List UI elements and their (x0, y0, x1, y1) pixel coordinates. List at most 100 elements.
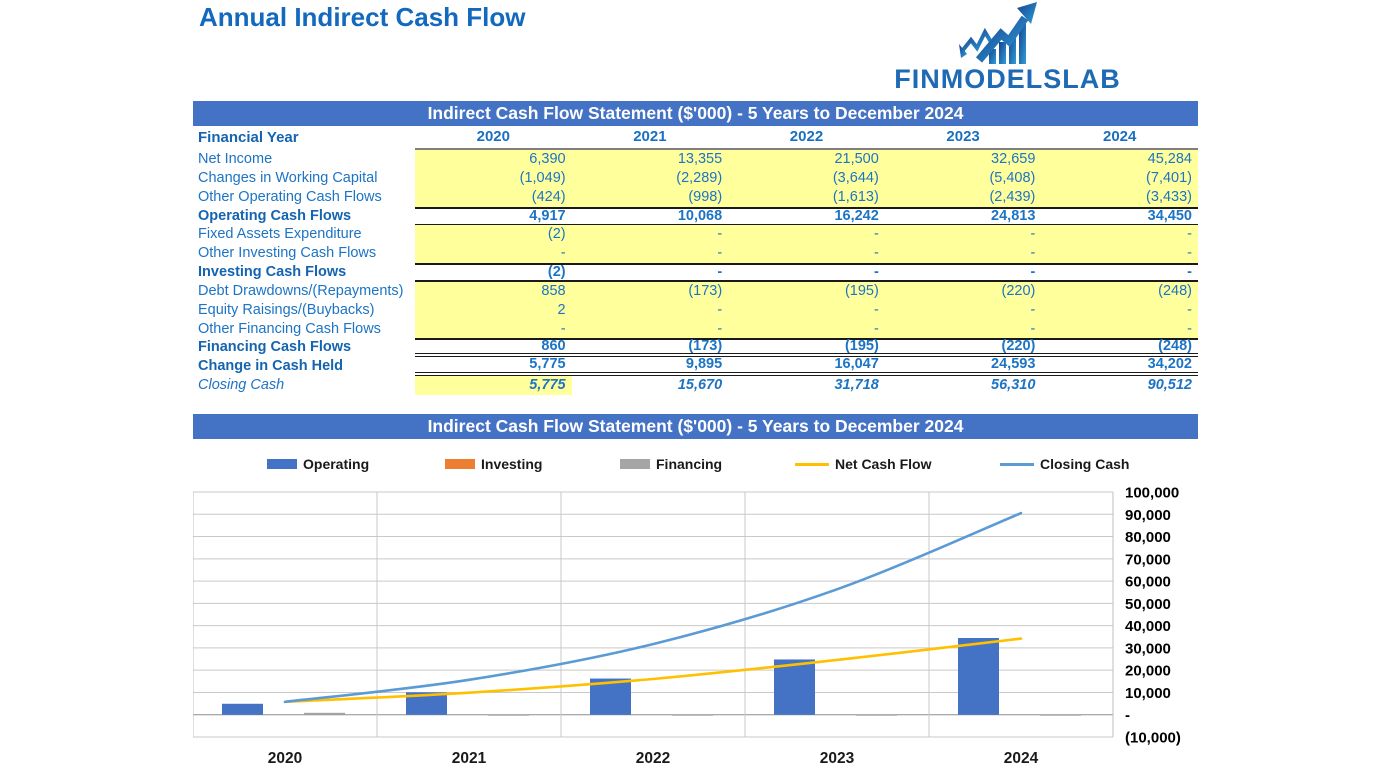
table-cell[interactable]: 858 (415, 281, 572, 301)
table-cell[interactable]: (424) (415, 187, 572, 207)
table-cell[interactable]: 5,775 (415, 376, 572, 395)
table-cell[interactable]: 24,593 (884, 357, 1042, 377)
table-cell[interactable]: - (415, 319, 572, 339)
row-label[interactable]: Changes in Working Capital (198, 169, 378, 186)
y-axis-label: 70,000 (1125, 551, 1171, 568)
table-cell[interactable]: (2) (415, 225, 572, 245)
bar-financing (856, 714, 897, 716)
table-cell[interactable]: 16,047 (728, 357, 885, 377)
table-cell[interactable]: - (571, 263, 729, 283)
table-cell[interactable]: 24,813 (884, 206, 1042, 226)
bar-operating (958, 637, 999, 715)
table-cell[interactable]: - (571, 225, 729, 245)
year-header[interactable]: 2023 (884, 127, 1042, 150)
table-cell[interactable]: - (728, 300, 885, 320)
table-cell[interactable]: 2 (415, 300, 572, 320)
table-cell[interactable]: - (1041, 263, 1198, 283)
line-net-cash-flow (283, 637, 1023, 704)
table-cell[interactable]: (173) (571, 338, 729, 358)
table-row: Equity Raisings/(Buybacks) 2- - - - (193, 300, 1198, 320)
table-cell[interactable]: (220) (884, 338, 1042, 358)
legend-label: Net Cash Flow (835, 456, 932, 472)
table-cell[interactable]: - (728, 225, 885, 245)
table-cell[interactable]: 56,310 (991, 377, 1036, 394)
table-cell[interactable]: (3,644) (728, 168, 885, 188)
table-cell[interactable]: 45,284 (1041, 150, 1198, 169)
table-cell[interactable]: 21,500 (728, 150, 885, 169)
row-label[interactable]: Financing Cash Flows (198, 339, 352, 356)
table-cell[interactable]: (2,439) (884, 187, 1042, 207)
year-header[interactable]: 2022 (728, 127, 885, 150)
table-cell[interactable]: 34,202 (1041, 357, 1198, 377)
table-cell[interactable]: - (571, 300, 729, 320)
table-cell[interactable]: (1,613) (728, 187, 885, 207)
table-cell[interactable]: (1,049) (415, 168, 572, 188)
table-cell[interactable]: (3,433) (1041, 187, 1198, 207)
table-cell[interactable]: 5,775 (415, 357, 572, 377)
table-cell[interactable]: 32,659 (884, 150, 1042, 169)
table-cell[interactable]: - (728, 319, 885, 339)
table-row: Financing Cash Flows 860 (173) (195) (220) (2… (193, 338, 1198, 358)
row-label[interactable]: Investing Cash Flows (198, 264, 347, 281)
table-cell[interactable]: 15,670 (677, 377, 723, 394)
table-cell[interactable]: - (884, 263, 1042, 283)
financial-year-label[interactable]: Financial Year (198, 129, 299, 146)
table-cell[interactable]: 31,718 (834, 377, 879, 394)
table-cell[interactable]: 10,068 (571, 206, 729, 226)
row-label[interactable]: Other Operating Cash Flows (198, 188, 382, 205)
table-row: Investing Cash Flows (2) - - - - (193, 263, 1198, 283)
table-row: Other Investing Cash Flows - - - - - (193, 244, 1198, 264)
table-cell[interactable]: - (884, 300, 1042, 320)
table-cell[interactable]: - (884, 319, 1042, 339)
table-cell[interactable]: (195) (728, 338, 885, 358)
y-axis-label: (10,000) (1125, 730, 1181, 747)
table-cell[interactable]: - (884, 244, 1042, 264)
table-cell[interactable]: - (1041, 300, 1198, 320)
year-header[interactable]: 2021 (571, 127, 729, 150)
row-label[interactable]: Fixed Assets Expenditure (198, 226, 362, 243)
table-cell[interactable]: 4,917 (415, 206, 572, 226)
table-cell[interactable]: (248) (1041, 281, 1198, 301)
table-cell[interactable]: - (571, 319, 729, 339)
table-cell[interactable]: 9,895 (571, 357, 729, 377)
row-label[interactable]: Other Financing Cash Flows (198, 320, 381, 337)
table-cell[interactable]: 34,450 (1041, 206, 1198, 226)
legend-item-net-cash-flow: Net Cash Flow (795, 456, 931, 472)
table-row: Changes in Working Capital (1,049) (2,289)… (193, 168, 1198, 188)
table-cell[interactable]: (2) (415, 263, 572, 283)
table-cell[interactable]: 90,512 (1147, 377, 1192, 394)
row-label[interactable]: Change in Cash Held (198, 358, 344, 375)
year-header[interactable]: 2024 (1041, 127, 1198, 150)
table-cell[interactable]: (220) (884, 281, 1042, 301)
table-cell[interactable]: (7,401) (1041, 168, 1198, 188)
table-cell[interactable]: - (1041, 244, 1198, 264)
table-cell[interactable]: 6,390 (415, 150, 572, 169)
table-cell[interactable]: - (1041, 319, 1198, 339)
legend-swatch (620, 459, 650, 469)
row-label[interactable]: Equity Raisings/(Buybacks) (198, 301, 375, 318)
table-cell[interactable]: (5,408) (884, 168, 1042, 188)
table-cell[interactable]: 16,242 (728, 206, 885, 226)
legend-label: Operating (303, 456, 370, 472)
table-cell[interactable]: - (884, 225, 1042, 245)
table-cell[interactable]: - (728, 263, 885, 283)
row-label[interactable]: Debt Drawdowns/(Repayments) (198, 282, 404, 299)
bar-financing (304, 712, 345, 715)
table-cell[interactable]: (2,289) (571, 168, 729, 188)
table-cell[interactable]: - (415, 244, 572, 264)
table-cell[interactable]: - (1041, 225, 1198, 245)
table-cell[interactable]: (195) (728, 281, 885, 301)
table-cell[interactable]: (998) (571, 187, 729, 207)
row-label[interactable]: Net Income (198, 151, 273, 167)
year-header[interactable]: 2020 (415, 127, 572, 150)
table-cell[interactable]: - (728, 244, 885, 264)
row-label[interactable]: Operating Cash Flows (198, 207, 352, 224)
row-label[interactable]: Other Investing Cash Flows (198, 245, 377, 262)
table-cell[interactable]: (173) (571, 281, 729, 301)
row-label[interactable]: Closing Cash (198, 377, 285, 394)
table-cell[interactable]: 860 (415, 338, 572, 358)
table-cell[interactable]: (248) (1041, 338, 1198, 358)
table-cell[interactable]: - (571, 244, 729, 264)
cash-flow-chart: 100,000 90,000 80,000 70,000 60,000 50,000 40,… (193, 485, 1181, 767)
table-cell[interactable]: 13,355 (571, 150, 729, 169)
